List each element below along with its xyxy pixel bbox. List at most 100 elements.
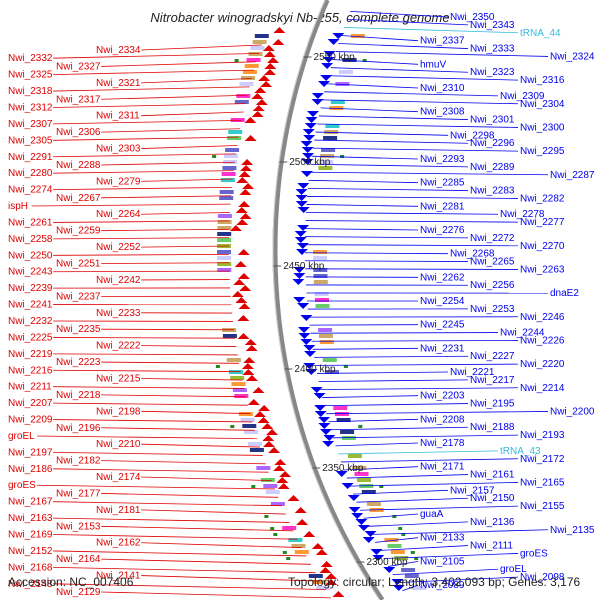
right-gene-label: Nwi_2221 [450, 367, 495, 378]
feature-block [330, 100, 345, 104]
forward-gene-arrow [258, 75, 271, 81]
genome-summary-text: Topology: circular; Length: 3,402,093 bp… [288, 575, 581, 589]
left-gene-label: Nwi_2219 [8, 349, 53, 360]
reverse-gene-arrow [300, 141, 313, 147]
right-label-line [349, 482, 519, 487]
right-gene-label: Nwi_2208 [420, 414, 465, 425]
right-label-line [320, 387, 519, 390]
feature-block [254, 34, 269, 38]
right-gene-label: Nwi_2300 [520, 122, 565, 133]
right-gene-label: Nwi_2337 [420, 36, 465, 47]
left-gene-label: Nwi_2186 [8, 464, 53, 475]
feature-block [222, 166, 237, 170]
feature-block [361, 490, 376, 494]
forward-gene-arrow [273, 27, 286, 33]
kbp-label: 2350 kbp [322, 463, 364, 474]
reverse-gene-arrow [306, 111, 319, 117]
forward-gene-arrow [242, 369, 255, 375]
forward-gene-arrow [261, 423, 274, 429]
right-label-line [305, 236, 469, 239]
reverse-gene-arrow [320, 75, 333, 81]
right-gene-label: Nwi_2200 [550, 406, 595, 417]
forward-gene-arrow [262, 435, 275, 441]
feature-block [231, 382, 246, 386]
left-label-line [141, 509, 286, 515]
forward-gene-arrow [332, 591, 345, 597]
feature-block [314, 292, 329, 296]
forward-gene-arrow [276, 477, 289, 483]
right-gene-label: Nwi_2283 [470, 186, 515, 197]
right-gene-label: dnaE2 [550, 288, 579, 299]
right-gene-label: Nwi_2301 [470, 115, 515, 126]
left-gene-label: Nwi_2306 [56, 127, 101, 138]
reverse-gene-arrow [294, 231, 307, 237]
feature-block [217, 268, 232, 272]
right-label-line [310, 332, 499, 334]
left-label-line [53, 468, 269, 473]
right-gene-label: Nwi_2133 [420, 533, 465, 544]
right-gene-label: Nwi_2246 [520, 312, 565, 323]
reverse-gene-arrow [304, 123, 317, 129]
right-label-line [338, 450, 499, 455]
forward-gene-arrow [274, 459, 287, 465]
right-gene-label: Nwi_2226 [520, 335, 565, 346]
feature-block [390, 550, 405, 554]
right-label-line [305, 268, 519, 270]
reverse-gene-arrow [293, 267, 306, 273]
gc-marker [410, 551, 415, 554]
right-gene-label: Nwi_2278 [500, 209, 545, 220]
reverse-gene-arrow [303, 363, 316, 369]
feature-block [312, 580, 327, 584]
left-gene-label: Nwi_2216 [8, 365, 53, 376]
genome-backbone [272, 0, 385, 600]
reverse-gene-arrow [292, 279, 305, 285]
left-gene-label: Nwi_2318 [8, 86, 53, 97]
right-label-line [383, 553, 519, 559]
right-gene-label: Nwi_2105 [420, 556, 465, 567]
left-label-line [141, 245, 230, 248]
backbone-layer [272, 0, 385, 600]
left-gene-label: Nwi_2162 [96, 538, 141, 549]
reverse-gene-arrow [311, 93, 324, 99]
gc-marker [343, 365, 348, 368]
left-gene-label: Nwi_2264 [96, 209, 141, 220]
right-gene-label: Nwi_2157 [450, 485, 495, 496]
reverse-gene-arrow [341, 483, 354, 489]
forward-gene-arrow [241, 363, 254, 369]
feature-block [241, 76, 256, 80]
forward-gene-arrow [294, 507, 307, 513]
right-label-line [311, 340, 519, 342]
left-gene-label: Nwi_2232 [8, 316, 53, 327]
left-label-line [53, 170, 234, 174]
gc-marker [212, 155, 217, 158]
left-gene-label: Nwi_2141 [96, 571, 141, 582]
left-gene-label: Nwi_2243 [8, 267, 53, 278]
left-label-line [101, 128, 241, 133]
reverse-gene-arrow [314, 411, 327, 417]
feature-block [250, 46, 265, 50]
right-gene-label: Nwi_2195 [470, 399, 515, 410]
forward-gene-arrow [287, 495, 300, 501]
feature-block [230, 118, 245, 122]
right-label-line [305, 244, 519, 247]
left-gene-label: Nwi_2259 [56, 226, 101, 237]
reverse-gene-arrow [298, 327, 311, 333]
feature-block [219, 196, 234, 200]
forward-gene-arrow [311, 543, 324, 549]
left-label-line [53, 103, 246, 108]
forward-gene-arrow [325, 573, 338, 579]
feature-block [217, 226, 232, 230]
right-gene-label: Nwi_2262 [420, 272, 465, 283]
forward-gene-arrow [233, 279, 246, 285]
right-label-line [371, 529, 549, 535]
left-label-line [53, 86, 250, 92]
left-gene-label: Nwi_2241 [8, 300, 53, 311]
right-label-line [324, 91, 499, 97]
forward-gene-arrow [252, 387, 265, 393]
left-label-line [53, 501, 282, 507]
forward-gene-arrow [247, 399, 260, 405]
feature-block [239, 82, 254, 86]
feature-block [226, 358, 241, 362]
right-label-line [333, 59, 419, 65]
feature-block [319, 160, 334, 164]
